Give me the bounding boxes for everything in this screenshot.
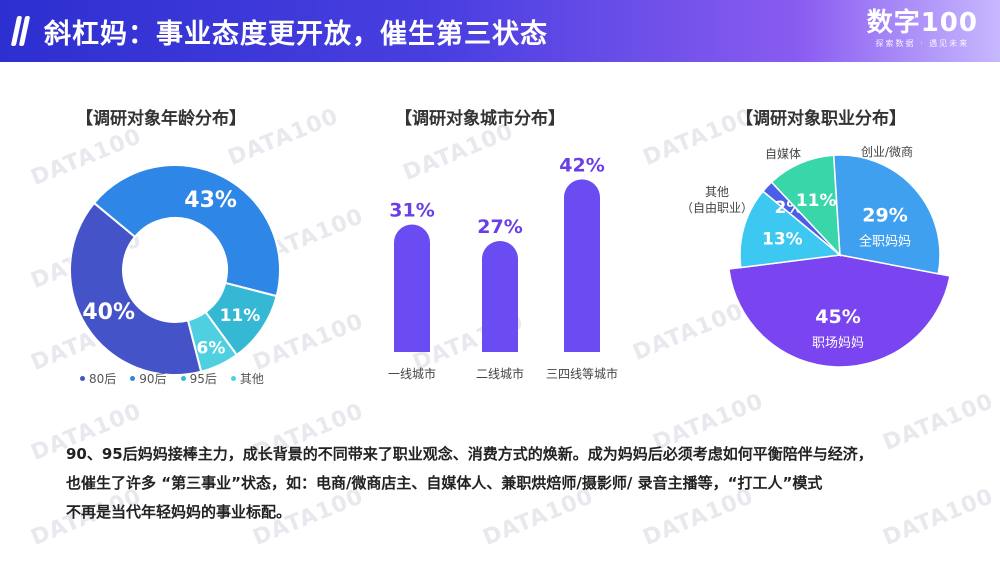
donut-label: 6% <box>197 338 226 358</box>
legend-label: 90后 <box>139 372 167 386</box>
job-chart-title: 【调研对象职业分布】 <box>736 109 906 129</box>
donut-label: 40% <box>82 300 135 325</box>
bar <box>564 179 600 352</box>
page-title: 斜杠妈：事业态度更开放，催生第三状态 <box>44 19 548 50</box>
legend-item-90: 90后 <box>130 370 167 387</box>
donut-label: 43% <box>184 188 237 213</box>
pie-slice <box>832 154 941 275</box>
pie-slice <box>728 254 951 368</box>
legend-dot <box>230 376 236 381</box>
summary-line: 不再是当代年轻妈妈的事业标配。 <box>66 503 292 521</box>
bar-value-label: 27% <box>477 216 522 238</box>
bar-category-label: 三四线等城市 <box>546 366 618 381</box>
pie-category-label: 全职妈妈 <box>859 233 911 249</box>
legend-label: 80后 <box>89 372 117 386</box>
legend-item-other: 其他 <box>230 370 264 387</box>
bar-category-label: 二线城市 <box>476 366 524 381</box>
pie-outer-label: 创业/微商 <box>861 144 913 159</box>
bar-value-label: 31% <box>389 200 434 222</box>
bar <box>482 241 518 352</box>
pie-value-label: 45% <box>815 306 860 328</box>
logo-tagline: 探索数据 · 遇见未来 <box>875 39 970 48</box>
legend-dot <box>130 376 136 381</box>
summary-line: 也催生了许多 “第三事业”状态，如：电商/微商店主、自媒体人、兼职烘焙师/摄影师… <box>66 474 823 492</box>
age-donut-chart: 43% 11% 6% 40% <box>69 164 281 376</box>
brand-logo: 数字100 探索数据 · 遇见未来 <box>867 8 978 49</box>
pie-slice <box>739 190 842 269</box>
donut-slice <box>69 201 203 376</box>
pie-value-label: 11% <box>796 191 837 211</box>
legend-label: 其他 <box>239 372 264 386</box>
summary-line: 90、95后妈妈接棒主力，成长背景的不同带来了职业观念、消费方式的焕新。成为妈妈… <box>66 445 873 463</box>
legend-dot <box>180 376 186 381</box>
donut-slice <box>92 164 281 298</box>
bar <box>394 224 430 352</box>
header-banner: 斜杠妈：事业态度更开放，催生第三状态 数字100 探索数据 · 遇见未来 <box>0 0 1000 62</box>
header-slash-icon <box>10 16 31 46</box>
bar-value-label: 42% <box>559 154 604 176</box>
legend-dot <box>80 376 85 381</box>
legend-item-80: 80后 <box>80 370 116 387</box>
city-chart-title: 【调研对象城市分布】 <box>395 109 565 129</box>
legend-item-95: 95后 <box>180 370 217 387</box>
bar-category-label: 一线城市 <box>388 366 436 381</box>
legend-label: 95后 <box>189 372 217 386</box>
donut-label: 11% <box>220 306 261 326</box>
pie-value-label: 13% <box>762 229 803 249</box>
logo-text: 数字100 <box>866 8 978 38</box>
city-bar-chart: 31% 一线城市 27% 二线城市 42% 三四线等城市 <box>388 154 618 381</box>
age-chart-title: 【调研对象年龄分布】 <box>76 109 246 129</box>
pie-value-label: 29% <box>862 204 907 226</box>
pie-outer-label: 自媒体 <box>765 147 801 161</box>
pie-category-label: 职场妈妈 <box>812 336 864 351</box>
pie-outer-label: 其他 <box>705 185 729 199</box>
pie-outer-label: （自由职业） <box>681 201 753 215</box>
age-legend: 80后 90后 95后 其他 <box>80 370 264 387</box>
summary-text: 90、95后妈妈接棒主力，成长背景的不同带来了职业观念、消费方式的焕新。成为妈妈… <box>66 440 946 527</box>
pie-slice <box>770 154 841 258</box>
